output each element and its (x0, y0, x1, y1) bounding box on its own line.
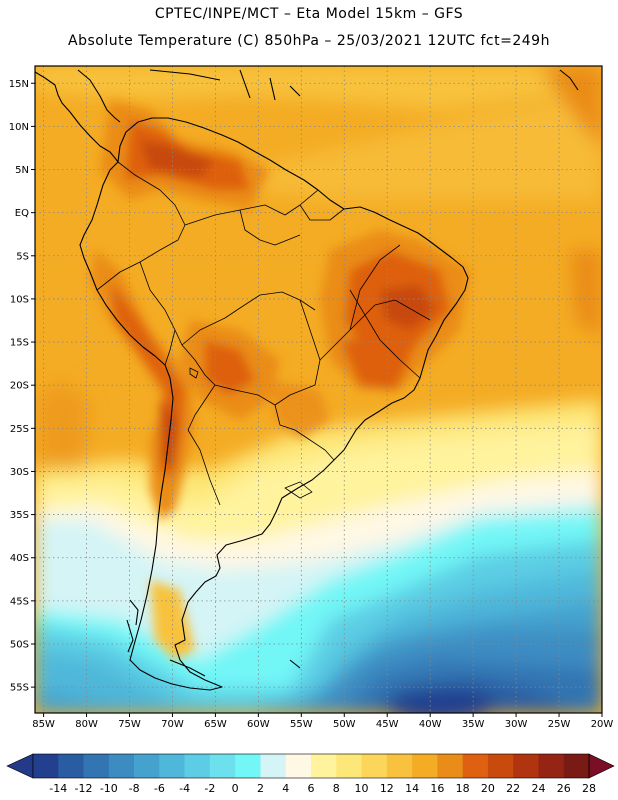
lon-label: 60W (247, 719, 270, 730)
lat-label: 5N (15, 165, 29, 176)
southern-islands (126, 599, 301, 677)
colorbar-label: -12 (75, 782, 93, 795)
lon-label: 20W (591, 719, 614, 730)
colorbar-swatch (412, 754, 438, 778)
colorbar-swatch (83, 754, 110, 778)
colorbar-swatch (462, 754, 489, 778)
lon-label: 65W (204, 719, 227, 730)
colorbar-label: 2 (257, 782, 264, 795)
colorbar-label: 22 (506, 782, 520, 795)
colorbar-label: 12 (380, 782, 394, 795)
central-america-coast (35, 69, 121, 163)
south-america-coast (79, 117, 469, 691)
lon-label: 35W (462, 719, 485, 730)
lat-label: 55S (10, 683, 29, 694)
lon-label: 25W (548, 719, 571, 730)
colorbar-swatch (209, 754, 236, 778)
lat-label: 40S (10, 553, 29, 564)
country-borders (96, 161, 431, 506)
colorbar-label: 18 (456, 782, 470, 795)
colorbar-swatch (563, 754, 590, 778)
colorbar-label: -10 (100, 782, 118, 795)
colorbar-swatch (538, 754, 565, 778)
coastlines-borders (35, 69, 579, 691)
lon-label: 45W (376, 719, 399, 730)
lat-label: 50S (10, 639, 29, 650)
lagoa-dos-patos (284, 481, 313, 499)
chart-title-model: CPTEC/INPE/MCT – Eta Model 15km – GFS (154, 6, 464, 22)
colorbar-swatch (58, 754, 84, 778)
colorbar-frame (32, 753, 590, 779)
lat-label: 5S (16, 251, 29, 262)
colorbar-label: -8 (129, 782, 140, 795)
colorbar-swatch (285, 754, 312, 778)
lat-label: 35S (10, 510, 29, 521)
colorbar-label: -6 (154, 782, 165, 795)
lon-label: 40W (419, 719, 442, 730)
colorbar-swatch (108, 754, 135, 778)
colorbar-label: 10 (355, 782, 369, 795)
colorbar-swatch (235, 754, 261, 778)
graticule (35, 66, 602, 713)
colorbar-swatch (386, 754, 413, 778)
colorbar-label: 26 (557, 782, 571, 795)
colorbar-swatch (437, 754, 463, 778)
lon-label: 75W (118, 719, 141, 730)
colorbar-label: 16 (430, 782, 444, 795)
colorbar-label: 14 (405, 782, 419, 795)
lon-label: 30W (505, 719, 528, 730)
caribbean-islands (149, 69, 579, 101)
lat-label: 45S (10, 596, 29, 607)
lake-titicaca (189, 367, 199, 379)
lon-label: 70W (161, 719, 184, 730)
lat-label: 20S (10, 381, 29, 392)
colorbar-swatch (260, 754, 287, 778)
colorbar-label: 8 (333, 782, 340, 795)
longitude-labels: 85W 80W 75W 70W 65W 60W 55W 50W 45W 40W 35W 30W 25W 2… (32, 713, 613, 730)
chart-title-field: Absolute Temperature (C) 850hPa – 25/03/… (68, 33, 550, 49)
colorbar-under-arrow (6, 753, 34, 779)
lat-label: 10N (9, 122, 29, 133)
colorbar-swatch (184, 754, 211, 778)
colorbar-swatch (336, 754, 362, 778)
lon-label: 50W (333, 719, 356, 730)
colorbar-swatch (513, 754, 539, 778)
colorbar-swatch (134, 754, 160, 778)
lat-label: 15S (10, 338, 29, 349)
colorbar-over-arrow (588, 753, 615, 779)
lat-label: 15N (9, 79, 29, 90)
colorbar-swatch (33, 754, 59, 778)
lat-label: EQ (15, 208, 29, 219)
lat-label: 10S (10, 294, 29, 305)
lon-label: 85W (32, 719, 55, 730)
colorbar-label: 0 (232, 782, 239, 795)
colorbar-label: -2 (204, 782, 215, 795)
colorbar: -14 -12 -10 -8 -6 -4 -2 0 2 4 6 8 10 12 14 16 18 20 22 24 26… (6, 753, 615, 795)
colorbar-label: 4 (282, 782, 289, 795)
colorbar-swatch (311, 754, 337, 778)
colorbar-label: 20 (481, 782, 495, 795)
map-frame (34, 65, 603, 714)
colorbar-label: -4 (179, 782, 190, 795)
colorbar-label: 28 (582, 782, 596, 795)
temperature-field (35, 66, 602, 713)
colorbar-label: 6 (308, 782, 315, 795)
lon-label: 55W (290, 719, 313, 730)
latitude-labels: 15N 10N 5N EQ 5S 10S 15S 20S 25S 30S 35S 40S 45S 50S 5… (9, 79, 35, 694)
lat-label: 30S (10, 467, 29, 478)
colorbar-swatch (487, 754, 514, 778)
colorbar-label: -14 (49, 782, 67, 795)
colorbar-swatch (159, 754, 185, 778)
colorbar-swatch (361, 754, 388, 778)
lat-label: 25S (10, 424, 29, 435)
colorbar-label: 24 (531, 782, 545, 795)
lon-label: 80W (75, 719, 98, 730)
